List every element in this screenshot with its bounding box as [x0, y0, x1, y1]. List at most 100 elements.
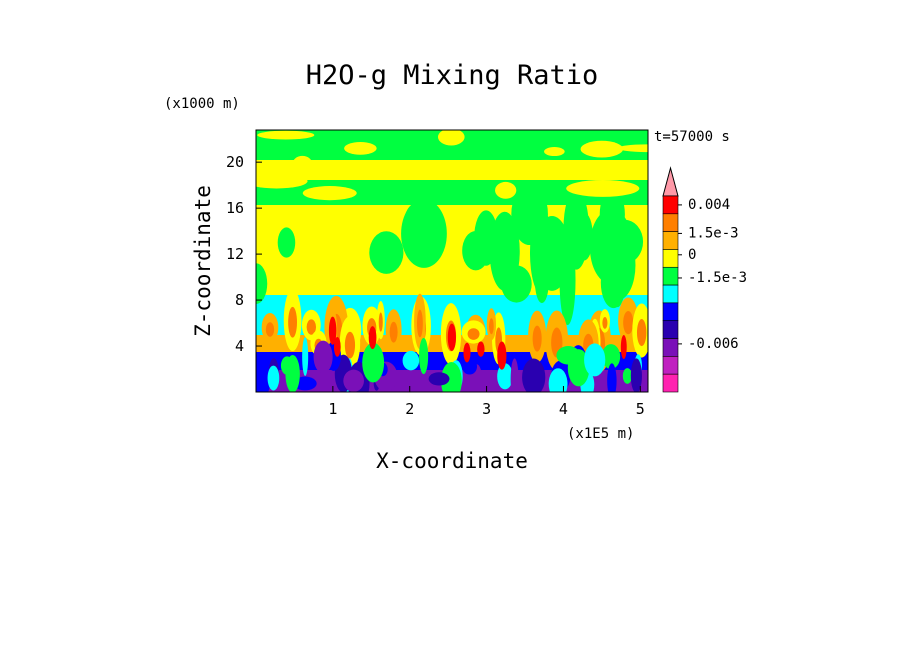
field-core — [620, 335, 627, 360]
y-tick-label: 16 — [226, 199, 244, 217]
field-plume-core — [489, 318, 494, 335]
colorbar-swatch — [662, 320, 679, 339]
field-finger — [510, 358, 519, 392]
plot-frame — [255, 129, 649, 393]
colorbar-label: -0.006 — [688, 336, 739, 352]
field-blob — [559, 235, 576, 325]
x-tick-label: 5 — [636, 400, 645, 418]
field-plume-core — [288, 306, 298, 338]
field-blob — [402, 203, 428, 262]
field-finger — [556, 346, 581, 365]
field-blob — [575, 212, 593, 261]
field-blob — [257, 130, 315, 140]
colorbar-swatch — [662, 249, 679, 268]
field-plume-core — [306, 319, 317, 335]
field-blob — [534, 257, 549, 304]
chart-title: H2O-g Mixing Ratio — [306, 60, 599, 91]
colorbar-swatch — [662, 356, 679, 375]
field-blob — [256, 263, 268, 305]
field-finger — [522, 358, 546, 392]
field-core — [497, 341, 507, 370]
colorbar-swatch — [662, 213, 679, 232]
y-tick-label: 12 — [226, 245, 244, 263]
field-plume-core — [344, 331, 356, 359]
x-axis-label: X-coordinate — [376, 449, 528, 473]
field-finger — [622, 368, 632, 384]
plot-area — [255, 129, 649, 393]
field-finger — [402, 350, 420, 371]
field-finger — [441, 361, 462, 392]
colorbar-swatch — [662, 338, 679, 357]
field-blob — [605, 219, 644, 264]
field-finger — [497, 363, 513, 390]
colorbar-label: 0 — [688, 247, 696, 263]
field-blob — [292, 155, 313, 173]
colorbar-label: -1.5e-3 — [688, 270, 747, 286]
x-axis-ticks: 1 2 3 4 5 — [328, 386, 645, 418]
field-blob — [580, 140, 623, 158]
field-plume-core — [467, 328, 480, 340]
y-unit-label: (x1000 m) — [164, 96, 240, 112]
field-blob — [511, 183, 548, 246]
colorbar-swatch — [662, 302, 679, 322]
colorbar-swatch — [662, 373, 679, 393]
field-blob — [474, 210, 498, 266]
field-blob — [437, 130, 465, 146]
field-blob — [277, 227, 296, 258]
y-tick-label: 20 — [226, 153, 244, 171]
y-tick-label: 4 — [235, 337, 244, 355]
field-core — [368, 326, 377, 350]
field-blob — [302, 186, 357, 201]
y-tick-label: 8 — [235, 291, 244, 309]
field-plume-core — [389, 321, 398, 343]
field-core — [477, 341, 485, 357]
field-blob — [495, 181, 517, 199]
field-blob — [421, 162, 450, 180]
y-axis-label: Z-coordinate — [191, 185, 215, 337]
x-tick-label: 1 — [328, 400, 337, 418]
field-finger — [419, 337, 429, 375]
field-core — [328, 316, 337, 345]
field-blob — [617, 144, 648, 153]
field-blob — [344, 141, 377, 155]
colorbar — [662, 166, 679, 393]
field-finger — [601, 344, 621, 370]
x-unit-label: (x1E5 m) — [567, 426, 634, 442]
time-label: t=57000 s — [654, 129, 730, 145]
field-finger — [362, 342, 385, 383]
colorbar-swatch — [662, 195, 679, 215]
x-tick-label: 2 — [405, 400, 414, 418]
field-blob — [544, 147, 565, 157]
field-plume-core — [416, 309, 423, 338]
field-blob — [270, 173, 345, 180]
colorbar-labels: 0.004 1.5e-3 0 -1.5e-3 -0.006 — [678, 197, 747, 352]
field-finger — [280, 356, 294, 375]
field-plume-core — [265, 322, 275, 337]
field-finger — [462, 358, 478, 375]
field-plume-core — [623, 311, 634, 335]
field-finger — [428, 372, 450, 386]
x-tick-label: 3 — [482, 400, 491, 418]
field-finger — [302, 337, 309, 376]
colorbar-swatch — [662, 231, 679, 250]
field-plume-core — [636, 319, 647, 347]
colorbar-cap — [662, 166, 679, 197]
field-plume-core — [602, 317, 608, 329]
field-finger — [548, 368, 568, 392]
field-finger — [313, 340, 333, 374]
contour-field — [256, 130, 648, 392]
field-finger — [630, 358, 642, 392]
field-finger — [267, 365, 280, 391]
colorbar-label: 0.004 — [688, 197, 730, 213]
field-finger — [343, 369, 364, 392]
x-tick-label: 4 — [559, 400, 568, 418]
field-finger — [584, 343, 606, 377]
colorbar-label: 1.5e-3 — [688, 225, 739, 241]
field-blob — [566, 179, 640, 197]
field-core — [463, 342, 471, 363]
field-blob — [369, 231, 404, 274]
field-plume-core — [378, 312, 383, 332]
colorbar-swatch — [662, 266, 679, 286]
field-finger — [256, 361, 271, 392]
